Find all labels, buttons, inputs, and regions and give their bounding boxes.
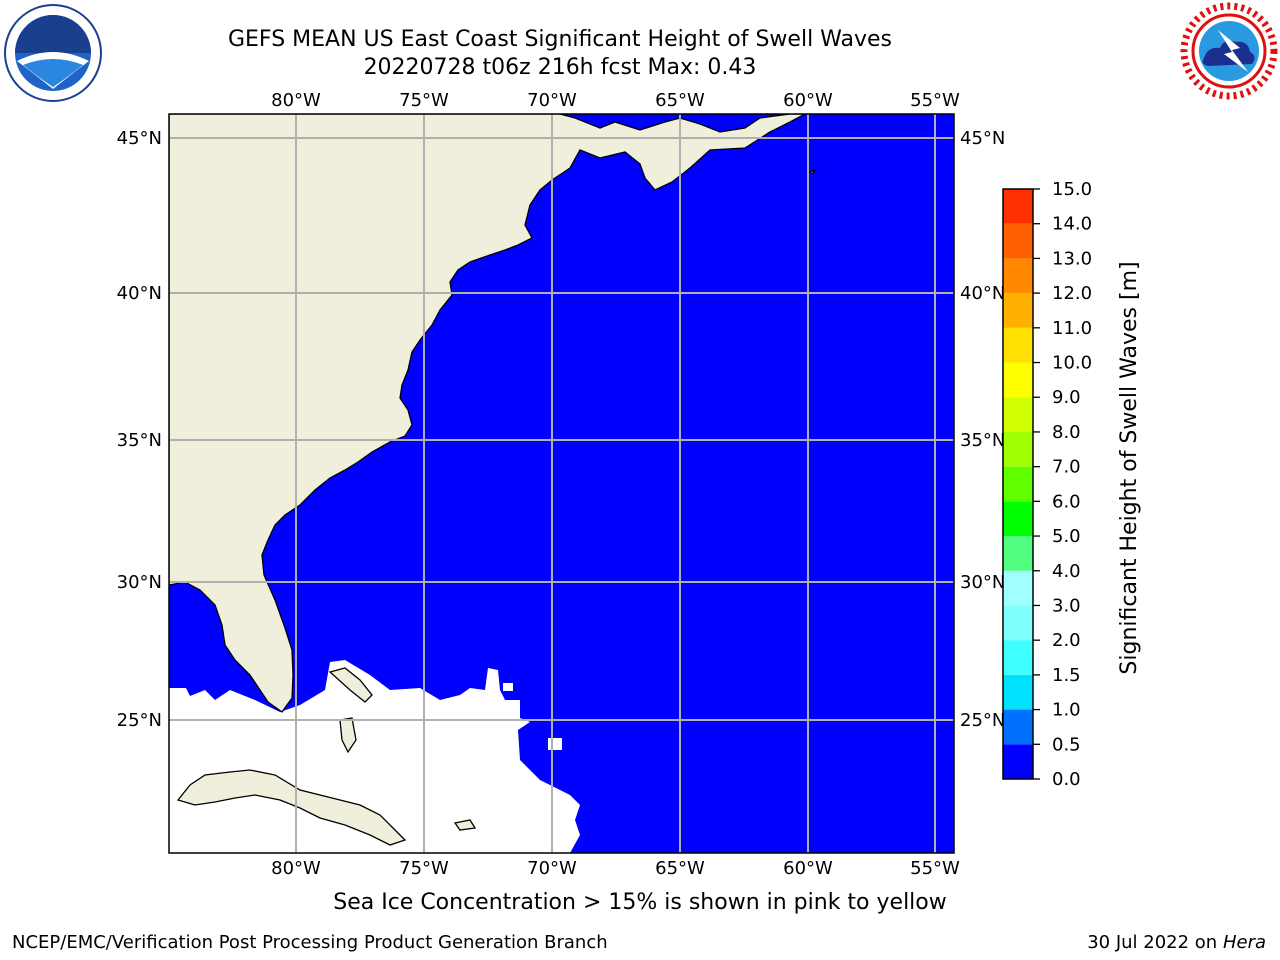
colorbar-segment [1003, 709, 1033, 745]
latitude-label: 35°N [960, 430, 1005, 451]
colorbar-tick-label: 1.5 [1052, 665, 1081, 686]
longitude-label: 60°W [783, 90, 833, 111]
longitude-labels-bottom: 80°W 75°W 70°W 65°W 60°W 55°W [271, 858, 960, 879]
colorbar-segment [1003, 189, 1033, 224]
colorbar-tick-label: 8.0 [1052, 422, 1081, 443]
nws-logo-icon [1180, 2, 1278, 100]
latitude-label: 30°N [117, 572, 162, 593]
map-area [169, 114, 954, 853]
colorbar-segment [1003, 536, 1033, 571]
noaa-logo-icon [4, 4, 102, 102]
colorbar-tick-label: 3.0 [1052, 595, 1081, 616]
latitude-labels-right: 45°N 40°N 35°N 30°N 25°N [960, 128, 1005, 731]
colorbar-segment [1003, 362, 1033, 398]
chart-subtitle: 20220728 t06z 216h fcst Max: 0.43 [363, 55, 757, 80]
colorbar-frame [1002, 188, 1034, 780]
colorbar-segment [1003, 431, 1033, 467]
colorbar-tick-label: 10.0 [1052, 353, 1092, 374]
land-andros [339, 717, 357, 754]
colorbar-segment [1003, 223, 1033, 259]
latitude-label: 40°N [960, 283, 1005, 304]
colorbar-segment [1003, 744, 1033, 779]
longitude-label: 70°W [527, 90, 577, 111]
colorbar-tick-label: 0.5 [1052, 734, 1081, 755]
longitude-label: 75°W [399, 858, 449, 879]
longitude-labels-top: 80°W 75°W 70°W 65°W 60°W 55°W [271, 90, 960, 111]
longitude-label: 70°W [527, 858, 577, 879]
colorbar-tick-label: 14.0 [1052, 214, 1092, 235]
latitude-labels-left: 45°N 40°N 35°N 30°N 25°N [117, 128, 162, 731]
sea-ice-caption: Sea Ice Concentration > 15% is shown in … [333, 890, 947, 915]
nodata-island [548, 738, 562, 750]
longitude-label: 60°W [783, 858, 833, 879]
land-us-east-coast [169, 114, 806, 713]
graticule [169, 114, 954, 853]
land-abaco [328, 667, 373, 703]
latitude-label: 45°N [960, 128, 1005, 149]
colorbar-segment [1003, 293, 1033, 328]
colorbar-tick-label: 6.0 [1052, 491, 1081, 512]
colorbar-tick-label: 5.0 [1052, 526, 1081, 547]
colorbar: 0.0 0.5 1.0 1.5 2.0 3.0 4.0 5.0 6.0 7.0 8.0 9.0 10.0… [1002, 179, 1092, 790]
footer-machine: Hera [1222, 932, 1266, 953]
latitude-label: 25°N [117, 710, 162, 731]
colorbar-segment [1003, 674, 1033, 710]
colorbar-segment [1003, 640, 1033, 675]
footer-date: 30 Jul 2022 on Hera [1087, 932, 1266, 953]
longitude-label: 75°W [399, 90, 449, 111]
colorbar-tick-label: 7.0 [1052, 457, 1081, 478]
land-cuba [176, 769, 407, 846]
land-newfoundland [808, 168, 817, 175]
longitude-label: 80°W [271, 858, 321, 879]
colorbar-tick-label: 1.0 [1052, 700, 1081, 721]
latitude-label: 25°N [960, 710, 1005, 731]
nodata-region [169, 660, 580, 853]
nodata-island [503, 683, 513, 691]
longitude-label: 80°W [271, 90, 321, 111]
footer-credit: NCEP/EMC/Verification Post Processing Pr… [12, 932, 608, 953]
footer-date-text: 30 Jul 2022 on [1087, 932, 1223, 953]
latitude-label: 30°N [960, 572, 1005, 593]
longitude-label: 65°W [655, 858, 705, 879]
colorbar-tick-label: 12.0 [1052, 283, 1092, 304]
map-frame [168, 113, 955, 854]
longitude-label: 65°W [655, 90, 705, 111]
latitude-label: 45°N [117, 128, 162, 149]
colorbar-tick-label: 11.0 [1052, 318, 1092, 339]
colorbar-label: Significant Height of Swell Waves [m] [1117, 261, 1142, 675]
colorbar-tick-label: 4.0 [1052, 561, 1081, 582]
colorbar-segment [1003, 570, 1033, 606]
colorbar-segment [1003, 501, 1033, 537]
colorbar-tick-label: 2.0 [1052, 630, 1081, 651]
colorbar-segment [1003, 258, 1033, 294]
longitude-label: 55°W [910, 90, 960, 111]
land-hispaniola [453, 819, 477, 831]
colorbar-segment [1003, 605, 1033, 641]
colorbar-tick-label: 13.0 [1052, 248, 1092, 269]
longitude-label: 55°W [910, 858, 960, 879]
colorbar-segment [1003, 397, 1033, 432]
latitude-label: 35°N [117, 430, 162, 451]
colorbar-tick-label: 9.0 [1052, 387, 1081, 408]
colorbar-tick-label: 15.0 [1052, 179, 1092, 200]
latitude-label: 40°N [117, 283, 162, 304]
colorbar-segment [1003, 466, 1033, 502]
chart-title: GEFS MEAN US East Coast Significant Heig… [227, 27, 893, 52]
colorbar-segment [1003, 327, 1033, 363]
colorbar-tick-label: 0.0 [1052, 769, 1081, 790]
